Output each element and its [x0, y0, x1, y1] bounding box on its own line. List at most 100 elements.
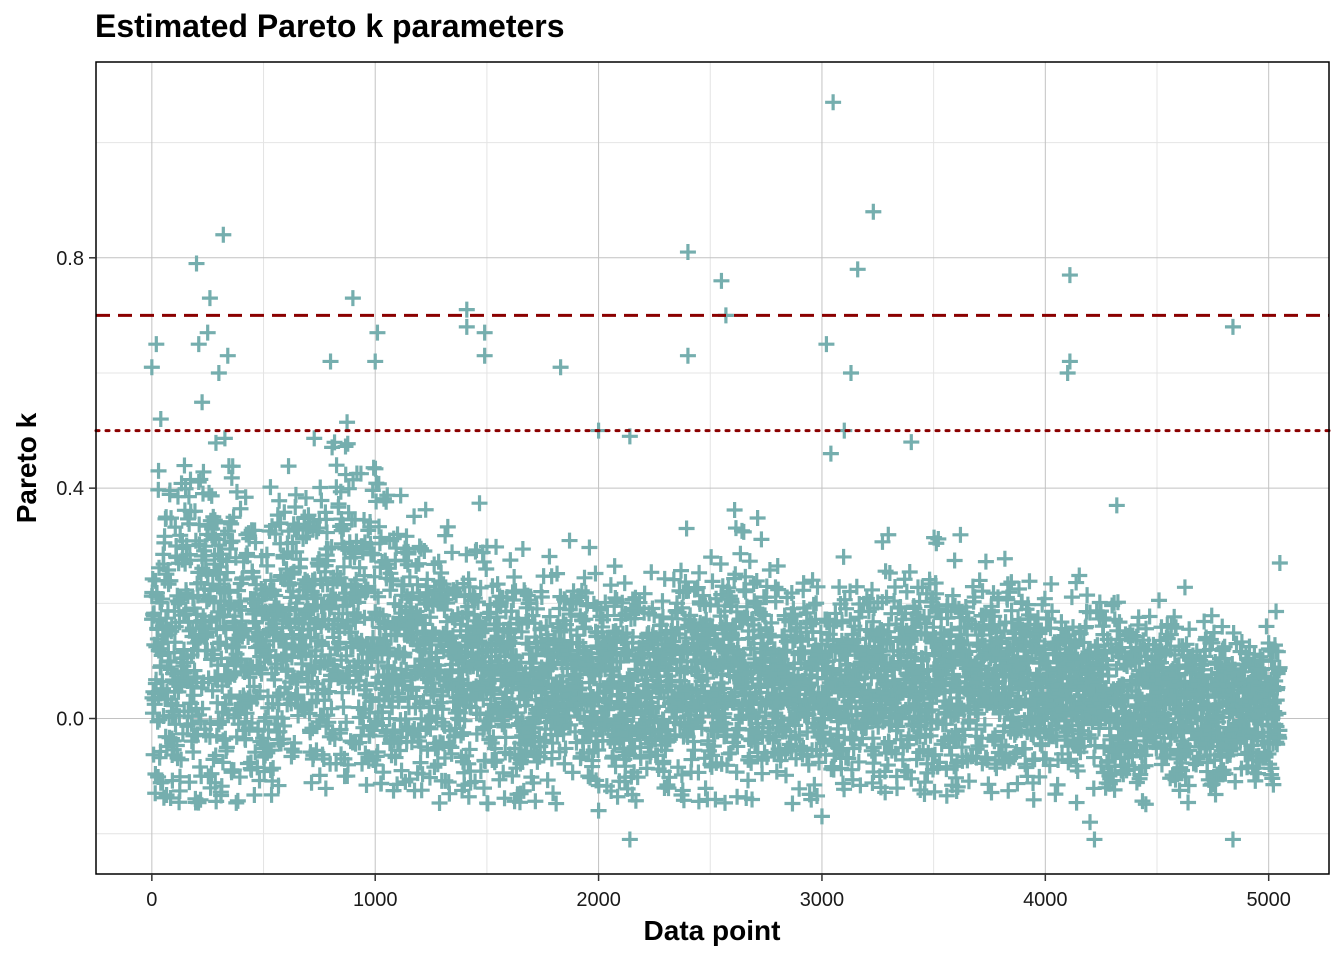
data-point — [147, 766, 164, 783]
data-point — [207, 434, 224, 451]
data-point — [351, 734, 368, 751]
data-point — [433, 564, 450, 581]
data-point — [417, 501, 434, 518]
data-point — [366, 546, 383, 563]
data-point — [303, 774, 320, 791]
data-point — [289, 687, 306, 704]
data-point — [371, 518, 388, 535]
data-point — [247, 534, 264, 551]
data-point — [201, 484, 218, 501]
data-point — [280, 458, 297, 475]
data-point — [471, 495, 488, 512]
data-point — [416, 542, 433, 559]
data-point — [409, 576, 426, 593]
data-point — [265, 760, 282, 777]
data-point — [358, 677, 375, 694]
data-point — [278, 637, 295, 654]
data-point — [274, 710, 291, 727]
data-point — [203, 487, 220, 504]
data-point — [338, 714, 355, 731]
data-point — [339, 435, 356, 452]
data-point — [294, 655, 311, 672]
data-point — [160, 562, 177, 579]
data-point — [313, 492, 330, 509]
data-point — [295, 530, 312, 547]
data-point — [469, 593, 486, 610]
data-point — [194, 394, 211, 411]
data-point — [167, 716, 184, 733]
data-point — [458, 546, 475, 563]
data-point — [302, 629, 319, 646]
data-point — [157, 610, 174, 627]
data-point — [248, 690, 265, 707]
data-point — [163, 510, 180, 527]
data-point — [162, 572, 179, 589]
data-point — [216, 430, 233, 447]
data-point — [389, 776, 406, 793]
data-point — [306, 586, 323, 603]
data-point — [192, 471, 209, 488]
data-point — [335, 520, 352, 537]
data-point — [232, 500, 249, 517]
data-point — [311, 767, 328, 784]
data-point — [410, 555, 427, 572]
data-point — [147, 785, 164, 802]
data-point — [370, 475, 387, 492]
data-point — [166, 634, 183, 651]
data-point — [475, 553, 492, 570]
data-point — [369, 743, 386, 760]
data-point — [219, 564, 236, 581]
data-point — [373, 775, 390, 792]
data-point — [177, 480, 194, 497]
data-point — [171, 782, 188, 799]
data-point — [472, 763, 489, 780]
data-point — [185, 687, 202, 704]
data-point — [334, 684, 351, 701]
data-point — [412, 696, 429, 713]
data-point — [317, 780, 334, 797]
data-point — [467, 773, 484, 790]
data-point — [444, 544, 461, 561]
data-point — [288, 595, 305, 612]
data-point — [161, 482, 178, 499]
data-point — [367, 460, 384, 477]
data-point — [223, 764, 240, 781]
data-point — [251, 683, 268, 700]
data-point — [169, 750, 186, 767]
data-point — [401, 568, 418, 585]
data-point — [330, 495, 347, 512]
data-point — [239, 548, 256, 565]
chart-title: Estimated Pareto k parameters — [95, 8, 565, 44]
data-point — [287, 486, 304, 503]
data-point — [292, 551, 309, 568]
data-point — [177, 602, 194, 619]
data-point — [154, 591, 171, 608]
data-point — [265, 632, 282, 649]
data-point — [192, 791, 209, 808]
data-point — [204, 682, 221, 699]
data-point — [443, 745, 460, 762]
data-point — [214, 754, 231, 771]
data-point — [267, 526, 284, 543]
data-point — [167, 519, 184, 536]
data-point — [263, 742, 280, 759]
data-point — [246, 787, 263, 804]
data-point — [199, 624, 216, 641]
data-point — [229, 792, 246, 809]
data-point — [187, 532, 204, 549]
data-point — [306, 430, 323, 447]
data-point — [434, 701, 451, 718]
data-point — [389, 526, 406, 543]
data-point — [400, 545, 417, 562]
data-point — [218, 739, 235, 756]
data-point — [237, 489, 254, 506]
data-point — [426, 759, 443, 776]
data-point — [340, 480, 357, 497]
data-point — [191, 516, 208, 533]
data-point — [302, 603, 319, 620]
data-point — [211, 537, 228, 554]
data-point — [384, 572, 401, 589]
data-point — [271, 492, 288, 509]
data-point — [144, 570, 161, 587]
data-point — [297, 489, 314, 506]
